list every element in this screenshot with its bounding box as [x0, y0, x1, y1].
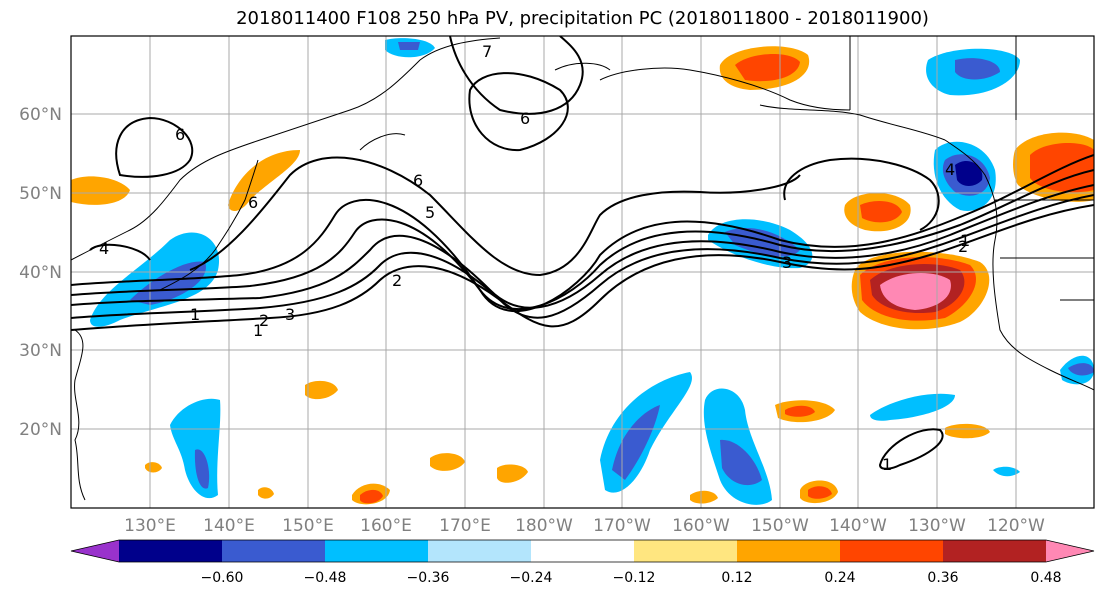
colorbar: −0.60 −0.48 −0.36 −0.24 −0.12 0.12 0.24 0.36 0.4… — [70, 539, 1095, 586]
lat-tick: 20°N — [19, 420, 62, 440]
precip-neg-sw-core — [194, 449, 210, 489]
contour-label-6: 6 — [520, 109, 530, 128]
colorbar-segment — [222, 540, 326, 562]
contour-label-1: 1 — [253, 321, 263, 340]
lon-tick: 180°W — [515, 516, 573, 536]
contour-label-6: 6 — [248, 193, 258, 212]
lon-tick: 170°W — [593, 516, 651, 536]
lon-tick: 150°W — [751, 516, 809, 536]
precip-pos-6-core — [808, 486, 832, 499]
pv-contours — [71, 36, 1094, 470]
chart-title: 2018011400 F108 250 hPa PV, precipitatio… — [236, 8, 929, 29]
colorbar-extend-low — [71, 540, 119, 562]
colorbar-tick-label: −0.60 — [201, 570, 244, 586]
precip-pos-3 — [497, 464, 528, 483]
contour-label-3: 3 — [285, 305, 295, 324]
colorbar-tick-label: 0.24 — [824, 570, 855, 586]
colorbar-segment — [325, 540, 429, 562]
lat-tick: 60°N — [19, 105, 62, 125]
colorbar-segment — [737, 540, 841, 562]
lon-ticks: 130°E 140°E 150°E 160°E 170°E 180°W 170°… — [124, 516, 1045, 536]
contour-label-6: 6 — [413, 171, 423, 190]
lon-tick: 130°E — [124, 516, 176, 536]
precip-neg-east-2-core — [1068, 363, 1094, 376]
gridlines — [71, 36, 1094, 508]
lat-ticks: 60°N 50°N 40°N 30°N 20°N — [19, 105, 62, 440]
precip-pos-9 — [690, 490, 718, 504]
lat-tick: 40°N — [19, 263, 62, 283]
contour-label-1: 1 — [960, 231, 970, 250]
lon-tick: 140°W — [829, 516, 887, 536]
precip-pos-4-core — [360, 489, 383, 504]
precip-pos-big-core — [880, 273, 951, 310]
contour-label-4: 4 — [945, 160, 955, 179]
colorbar-segment — [119, 540, 223, 562]
contour-label-2: 2 — [958, 237, 968, 256]
lon-tick: 140°E — [203, 516, 255, 536]
contour-label-6: 6 — [175, 125, 185, 144]
colorbar-tick-label: 0.12 — [721, 570, 752, 586]
lat-tick: 30°N — [19, 341, 62, 361]
colorbar-segment — [840, 540, 944, 562]
precip-neg-small — [993, 466, 1020, 477]
coastlines — [71, 36, 1094, 501]
precip-pos-8 — [145, 462, 162, 473]
lat-tick: 50°N — [19, 184, 62, 204]
contour-labels: 7 6 6 5 4 3 2 1 2 3 1 6 6 4 2 1 1 — [99, 42, 970, 474]
colorbar-segment — [943, 540, 1047, 562]
colorbar-tick-label: 0.48 — [1030, 570, 1061, 586]
precip-pos-1 — [305, 380, 338, 400]
lon-tick: 120°W — [987, 516, 1045, 536]
colorbar-tick-label: 0.36 — [927, 570, 958, 586]
lon-tick: 160°E — [360, 516, 412, 536]
precip-neg-north-core — [398, 42, 420, 50]
precip-neg-hawaii-2-core — [720, 439, 762, 486]
colorbar-segment — [634, 540, 738, 562]
precip-pos-7 — [945, 423, 990, 439]
precip-pos-2 — [430, 453, 465, 471]
precip-neg-east-1 — [870, 393, 955, 421]
colorbar-tick-label: −0.36 — [407, 570, 450, 586]
colorbar-extend-high — [1046, 540, 1094, 562]
lon-tick: 160°W — [672, 516, 730, 536]
precip-shading — [71, 38, 1094, 505]
precip-neg-hawaii-1-core — [612, 405, 660, 480]
precip-pos-west — [71, 176, 130, 205]
lon-tick: 130°W — [908, 516, 966, 536]
contour-label-1: 1 — [882, 455, 892, 474]
precip-neg-central-core — [725, 228, 800, 257]
precip-pos-10 — [258, 487, 274, 499]
precip-neg-pnw-core — [955, 160, 983, 186]
contour-label-3: 3 — [782, 253, 792, 272]
contour-label-2: 2 — [259, 311, 269, 330]
lon-tick: 150°E — [282, 516, 334, 536]
contour-label-7: 7 — [482, 42, 492, 61]
colorbar-tick-label: −0.12 — [613, 570, 656, 586]
colorbar-tick-label: −0.24 — [510, 570, 553, 586]
colorbar-outline — [70, 539, 1095, 563]
precip-neg-alaska-core — [955, 58, 1000, 80]
contour-label-2: 2 — [392, 271, 402, 290]
precip-pos-5-core — [785, 405, 815, 417]
contour-label-1: 1 — [190, 305, 200, 324]
lon-tick: 170°E — [439, 516, 491, 536]
map-frame — [70, 35, 1095, 509]
colorbar-segment — [531, 540, 635, 562]
precip-pos-aleutian-core — [735, 54, 800, 82]
colorbar-tick-label: −0.48 — [304, 570, 347, 586]
contour-label-5: 5 — [425, 203, 435, 222]
precip-pos-gulf-core — [860, 200, 902, 223]
contour-label-4: 4 — [99, 239, 109, 258]
colorbar-segment — [428, 540, 532, 562]
